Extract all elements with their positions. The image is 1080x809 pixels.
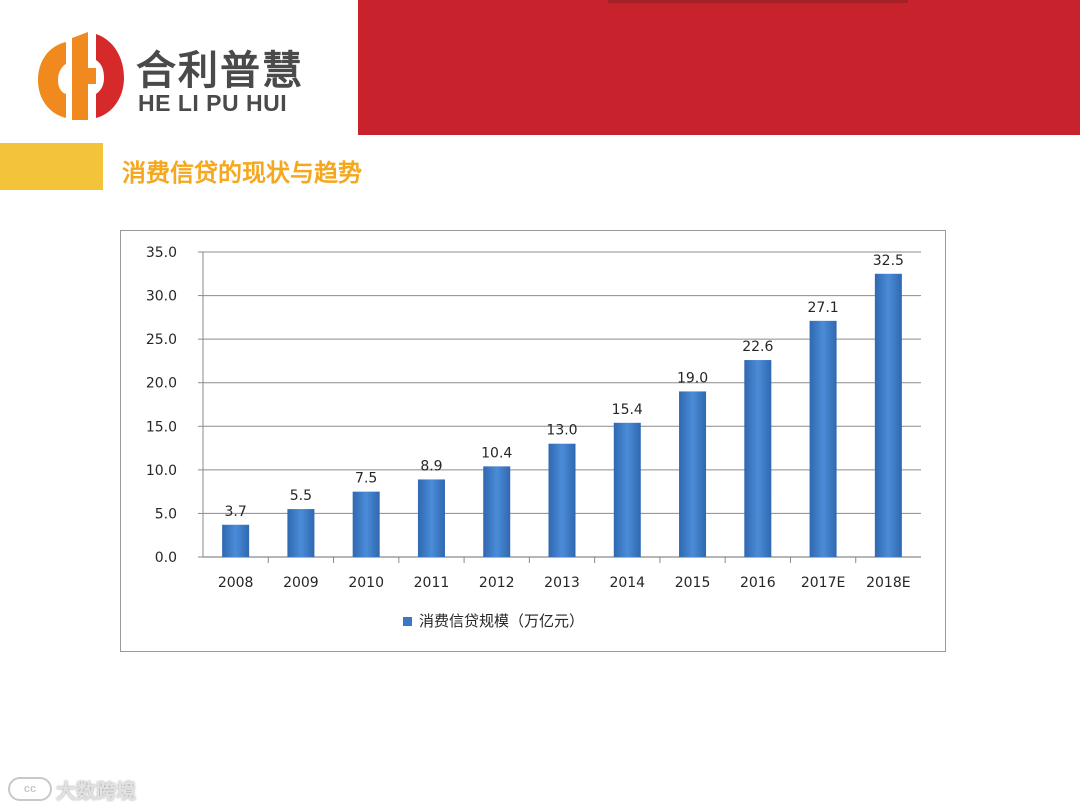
- data-label: 15.4: [612, 402, 643, 418]
- data-label: 32.5: [873, 253, 904, 269]
- x-tick-label: 2011: [414, 575, 450, 591]
- data-label: 19.0: [677, 370, 708, 386]
- bar: [809, 320, 837, 557]
- watermark-text: 大数跨境: [56, 778, 136, 803]
- bar: [417, 479, 445, 557]
- banner-photo-strip: [608, 0, 908, 3]
- bar: [548, 443, 576, 557]
- y-tick-label: 5.0: [155, 506, 177, 522]
- x-tick-label: 2009: [283, 575, 319, 591]
- x-tick-label: 2012: [479, 575, 515, 591]
- x-tick-label: 2008: [218, 575, 254, 591]
- x-tick-label: 2017E: [801, 575, 845, 591]
- y-tick-label: 15.0: [146, 419, 177, 435]
- bar: [483, 466, 511, 557]
- chart-frame: 3.7 5.5 7.5 8.9 10.4 13.0 15.4 19.0 22.6 27.1 32.5…: [120, 230, 946, 652]
- x-tick-label: 2016: [740, 575, 776, 591]
- data-label: 27.1: [808, 300, 839, 316]
- logo-mark-icon: [38, 32, 124, 120]
- data-label: 5.5: [290, 488, 312, 504]
- bar: [874, 273, 902, 557]
- legend-swatch: [403, 617, 412, 626]
- watermark-logo-icon: cc: [8, 777, 52, 801]
- data-label: 8.9: [420, 458, 442, 474]
- x-tick-label: 2015: [675, 575, 711, 591]
- bar: [352, 491, 380, 557]
- bar: [679, 391, 707, 557]
- y-tick-label: 30.0: [146, 289, 177, 305]
- watermark: cc 大数跨境: [8, 776, 136, 803]
- y-tick-label: 25.0: [146, 332, 177, 348]
- logo-english-name: HE LI PU HUI: [138, 90, 288, 116]
- data-label: 22.6: [742, 339, 773, 355]
- legend-label: 消费信贷规模（万亿元）: [419, 612, 584, 630]
- x-tick-label: 2014: [609, 575, 645, 591]
- x-tick-label: 2010: [348, 575, 384, 591]
- data-label: 7.5: [355, 471, 377, 487]
- bar: [222, 524, 250, 557]
- company-logo: 合利普慧 HE LI PU HUI: [36, 28, 336, 124]
- y-tick-label: 0.0: [155, 550, 177, 566]
- logo-chinese-name: 合利普慧: [136, 48, 304, 94]
- x-tick-label: 2018E: [866, 575, 910, 591]
- y-tick-label: 35.0: [146, 245, 177, 261]
- data-label: 10.4: [481, 445, 512, 461]
- bar: [287, 509, 315, 557]
- bar-chart: 3.7 5.5 7.5 8.9 10.4 13.0 15.4 19.0 22.6 27.1 32.5…: [146, 245, 921, 630]
- x-tick-label: 2013: [544, 575, 580, 591]
- bar: [613, 422, 641, 557]
- header-banner: [358, 0, 1080, 135]
- data-label: 3.7: [225, 504, 247, 520]
- data-label: 13.0: [546, 423, 577, 439]
- y-tick-label: 20.0: [146, 376, 177, 392]
- bar: [744, 360, 772, 557]
- section-title: 消费信贷的现状与趋势: [122, 159, 362, 187]
- y-tick-label: 10.0: [146, 463, 177, 479]
- section-accent-bar: [0, 143, 103, 190]
